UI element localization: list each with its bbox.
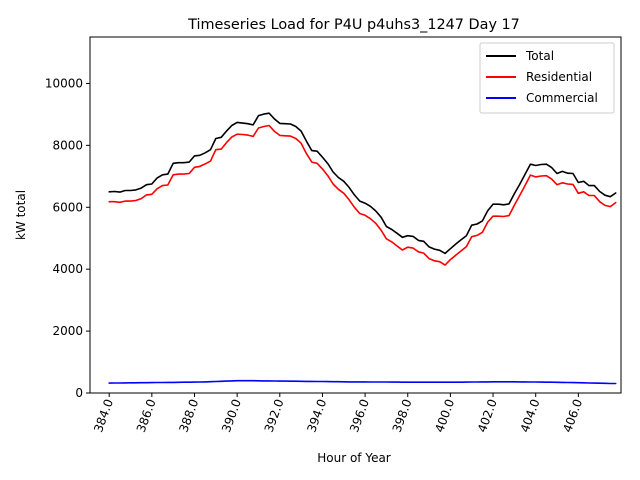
y-tick-label: 8000 (52, 138, 83, 152)
legend-label-residential: Residential (526, 70, 592, 84)
series-line-total (108, 112, 617, 255)
x-axis-title: Hour of Year (317, 451, 391, 465)
series-line-residential (108, 124, 617, 266)
legend-label-total: Total (525, 49, 554, 63)
y-tick-label: 0 (75, 386, 83, 400)
y-tick-label: 10000 (45, 76, 83, 90)
series-layer (108, 112, 617, 385)
plot-frame (89, 36, 622, 394)
y-axis-title: kW total (14, 190, 28, 240)
y-tick-label: 2000 (52, 324, 83, 338)
legend-box (479, 42, 615, 114)
y-tick-label: 4000 (52, 262, 83, 276)
chart-title: Timeseries Load for P4U p4uhs3_1247 Day … (187, 17, 520, 33)
legend: Total Residential Commercial (479, 42, 615, 114)
y-tick-label: 6000 (52, 200, 83, 214)
y-axis: 0 2000 4000 6000 8000 10000 (45, 76, 90, 400)
legend-label-commercial: Commercial (526, 91, 598, 105)
series-line-commercial (108, 379, 617, 385)
